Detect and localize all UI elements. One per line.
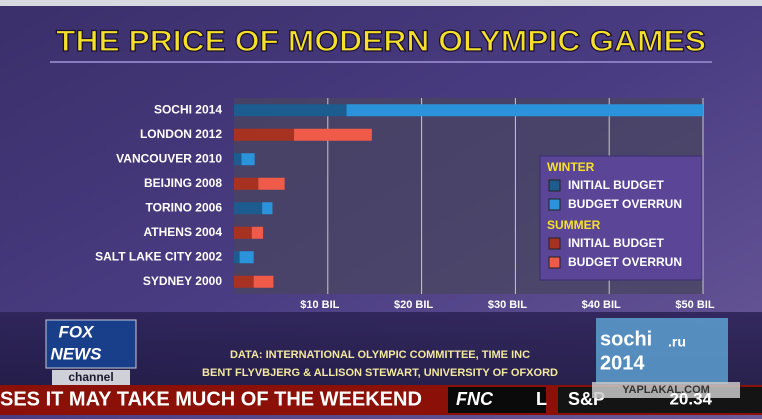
x-tick-label: $10 BIL xyxy=(300,299,339,311)
ticker-next: L xyxy=(536,389,547,409)
bar-segment xyxy=(234,104,347,117)
y-tick-label: LONDON 2012 xyxy=(140,127,222,141)
bar-segment xyxy=(253,275,274,288)
bar-segment xyxy=(234,128,295,141)
bar-segment xyxy=(346,104,703,117)
watermark: YAPLAKAL.COM xyxy=(622,384,710,396)
y-tick-label: TORINO 2006 xyxy=(146,200,223,214)
channel-box xyxy=(52,370,130,385)
legend-label: INITIAL BUDGET xyxy=(568,236,664,250)
logo-text: FOX xyxy=(59,322,96,341)
bar-segment xyxy=(234,153,242,166)
ticker-text: SES IT MAY TAKE MUCH OF THE WEEKEND xyxy=(0,388,422,410)
y-tick-label: SOCHI 2014 xyxy=(154,102,222,116)
y-tick-label: BEIJING 2008 xyxy=(144,176,222,190)
logo-text: NEWS xyxy=(51,344,103,363)
sochi-logo-text: 2014 xyxy=(600,352,645,374)
bar-segment xyxy=(294,128,372,141)
watermark-box xyxy=(592,382,740,398)
sochi-logo-text: .ru xyxy=(668,334,686,350)
x-tick-label: $20 BIL xyxy=(394,299,433,311)
bar-segment xyxy=(234,275,254,288)
x-tick-label: $40 BIL xyxy=(582,299,621,311)
bar-segment xyxy=(234,251,240,264)
y-tick-label: SALT LAKE CITY 2002 xyxy=(95,249,222,263)
sochi-logo-box xyxy=(596,318,728,384)
legend-label: INITIAL BUDGET xyxy=(568,178,664,192)
legend: WINTER INITIAL BUDGET BUDGET OVERRUN SUMMER… xyxy=(547,160,682,269)
logo-box xyxy=(45,319,137,369)
source-line: DATA: INTERNATIONAL OLYMPIC COMMITTEE, T… xyxy=(230,349,530,361)
bar-segment xyxy=(234,177,259,190)
bar-segment xyxy=(234,226,252,239)
y-tick-label: SYDNEY 2000 xyxy=(143,274,222,288)
legend-label: BUDGET OVERRUN xyxy=(568,197,682,211)
bar-segment xyxy=(251,226,264,239)
ticker-tag: FNC xyxy=(456,389,494,409)
source-line: BENT FLYVBJERG & ALLISON STEWART, UNIVER… xyxy=(202,367,558,379)
legend-heading: SUMMER xyxy=(547,218,601,232)
x-tick-label: $50 BIL xyxy=(675,299,714,311)
bar-segment xyxy=(241,153,255,166)
bar-segment xyxy=(258,177,285,190)
legend-swatch xyxy=(548,256,561,269)
legend-swatch xyxy=(548,237,561,250)
y-tick-label: VANCOUVER 2010 xyxy=(116,151,222,165)
ticker-tag-box xyxy=(448,387,546,413)
legend-box xyxy=(539,155,703,281)
top-strip xyxy=(0,0,762,6)
legend-swatch xyxy=(548,198,561,211)
x-tick-label: $30 BIL xyxy=(488,299,527,311)
legend-heading: WINTER xyxy=(547,160,595,174)
chart-title: THE PRICE OF MODERN OLYMPIC GAMES xyxy=(56,25,706,58)
logo-channel: channel xyxy=(68,370,113,384)
legend-label: BUDGET OVERRUN xyxy=(568,255,682,269)
y-tick-label: ATHENS 2004 xyxy=(144,225,223,239)
legend-swatch xyxy=(548,179,561,192)
sochi-logo-text: sochi xyxy=(600,328,652,350)
bar-segment xyxy=(234,202,263,215)
bar-segment xyxy=(262,202,273,215)
clock: 20.34 xyxy=(669,389,712,408)
bar-segment xyxy=(239,251,254,264)
chart: $10 BIL $20 BIL $30 BIL $40 BIL $50 BIL SOCHI… xyxy=(95,98,715,311)
